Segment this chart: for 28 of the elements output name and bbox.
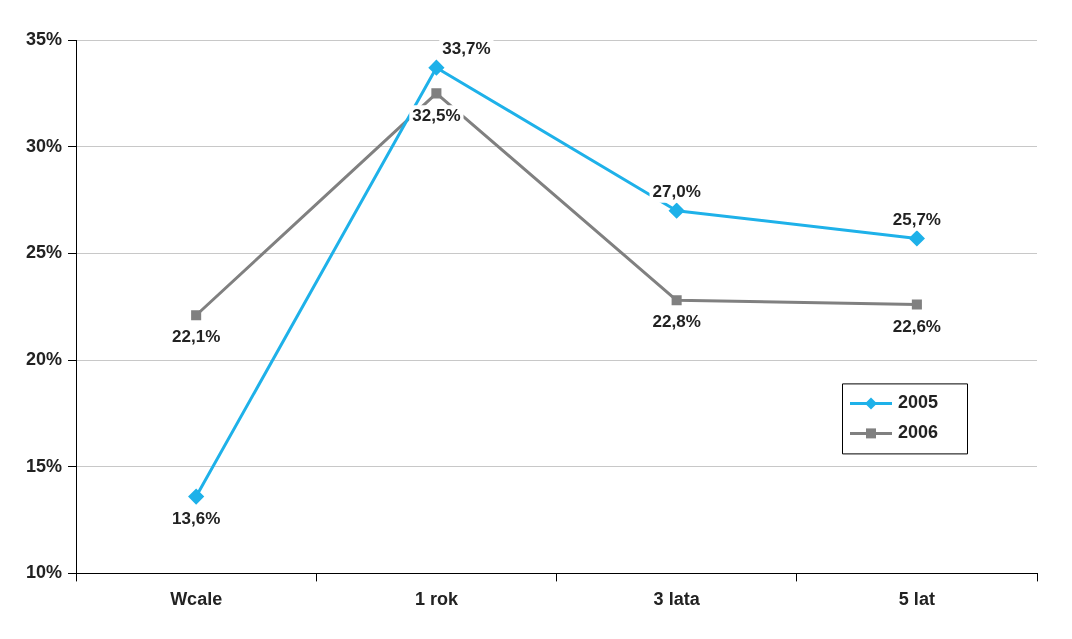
data-label: 25,7% [892,209,941,229]
point [911,299,922,310]
point [428,60,444,76]
y-tick-label: 10% [26,562,63,583]
data-label: 22,1% [172,327,221,347]
data-label: 13,6% [172,508,221,528]
point [431,88,442,99]
point [191,310,202,321]
data-label: 22,8% [652,312,701,332]
legend-label: 2005 [898,392,939,413]
x-tick-label: 5 lat [898,589,935,610]
point [909,230,925,246]
point [669,203,685,219]
y-tick-label: 30% [26,135,63,156]
y-tick-label: 25% [26,242,63,263]
data-label: 33,7% [442,38,491,58]
point [671,295,682,306]
data-label: 32,5% [412,105,461,125]
y-tick-label: 35% [26,28,63,49]
x-tick-label: 3 lata [653,589,701,610]
data-label: 27,0% [652,181,701,201]
data-label: 22,6% [892,316,941,336]
legend-label: 2006 [898,422,939,443]
point [188,489,204,505]
x-tick-label: 1 rok [414,589,459,610]
x-tick-label: Wcale [170,589,223,610]
y-tick-label: 15% [26,455,63,476]
y-tick-label: 20% [26,349,63,370]
